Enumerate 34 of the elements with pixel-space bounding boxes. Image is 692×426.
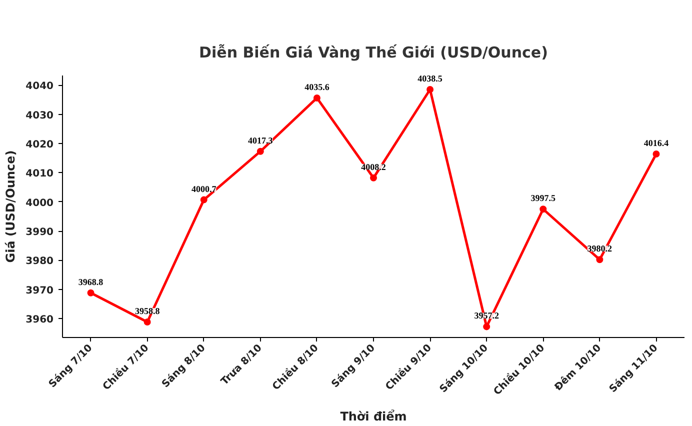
data-label: 3997.5 [530,193,556,204]
y-tick-label: 3980 [26,256,54,268]
data-label: 4016.4 [644,138,670,148]
point [652,150,660,158]
point [426,86,434,93]
data-label: 3958.8 [134,306,160,316]
point [144,318,151,326]
data-label: 3957.2 [474,310,500,321]
data-label: 4017.3 [248,135,274,146]
x-axis-title: Thời điểm [340,409,407,424]
point [256,148,264,155]
data-label: 3980.2 [587,244,613,254]
chart-title: Diễn Biến Giá Vàng Thế Giới (USD/Ounce) [199,44,548,62]
data-label: 3968.8 [78,276,104,287]
point [483,323,490,330]
data-label: 4035.6 [304,82,330,92]
y-tick-label: 4010 [26,168,54,180]
point [200,196,208,204]
y-tick-label: 3960 [26,314,54,326]
data-label: 4038.5 [418,74,443,84]
point [313,94,320,102]
point [596,256,604,264]
y-tick-label: 3990 [26,227,54,238]
y-tick-label: 4000 [26,198,54,209]
y-tick-label: 4020 [26,139,54,150]
data-label: 4000.7 [191,184,217,194]
point [540,206,547,213]
data-label: 4008.2 [361,162,386,172]
y-tick-label: 3970 [26,285,54,296]
point [370,174,377,182]
point [87,289,94,296]
y-tick-label: 4030 [26,110,54,122]
y-axis-title: Giá (USD/Ounce) [4,150,18,263]
y-tick-label: 4040 [26,81,54,92]
